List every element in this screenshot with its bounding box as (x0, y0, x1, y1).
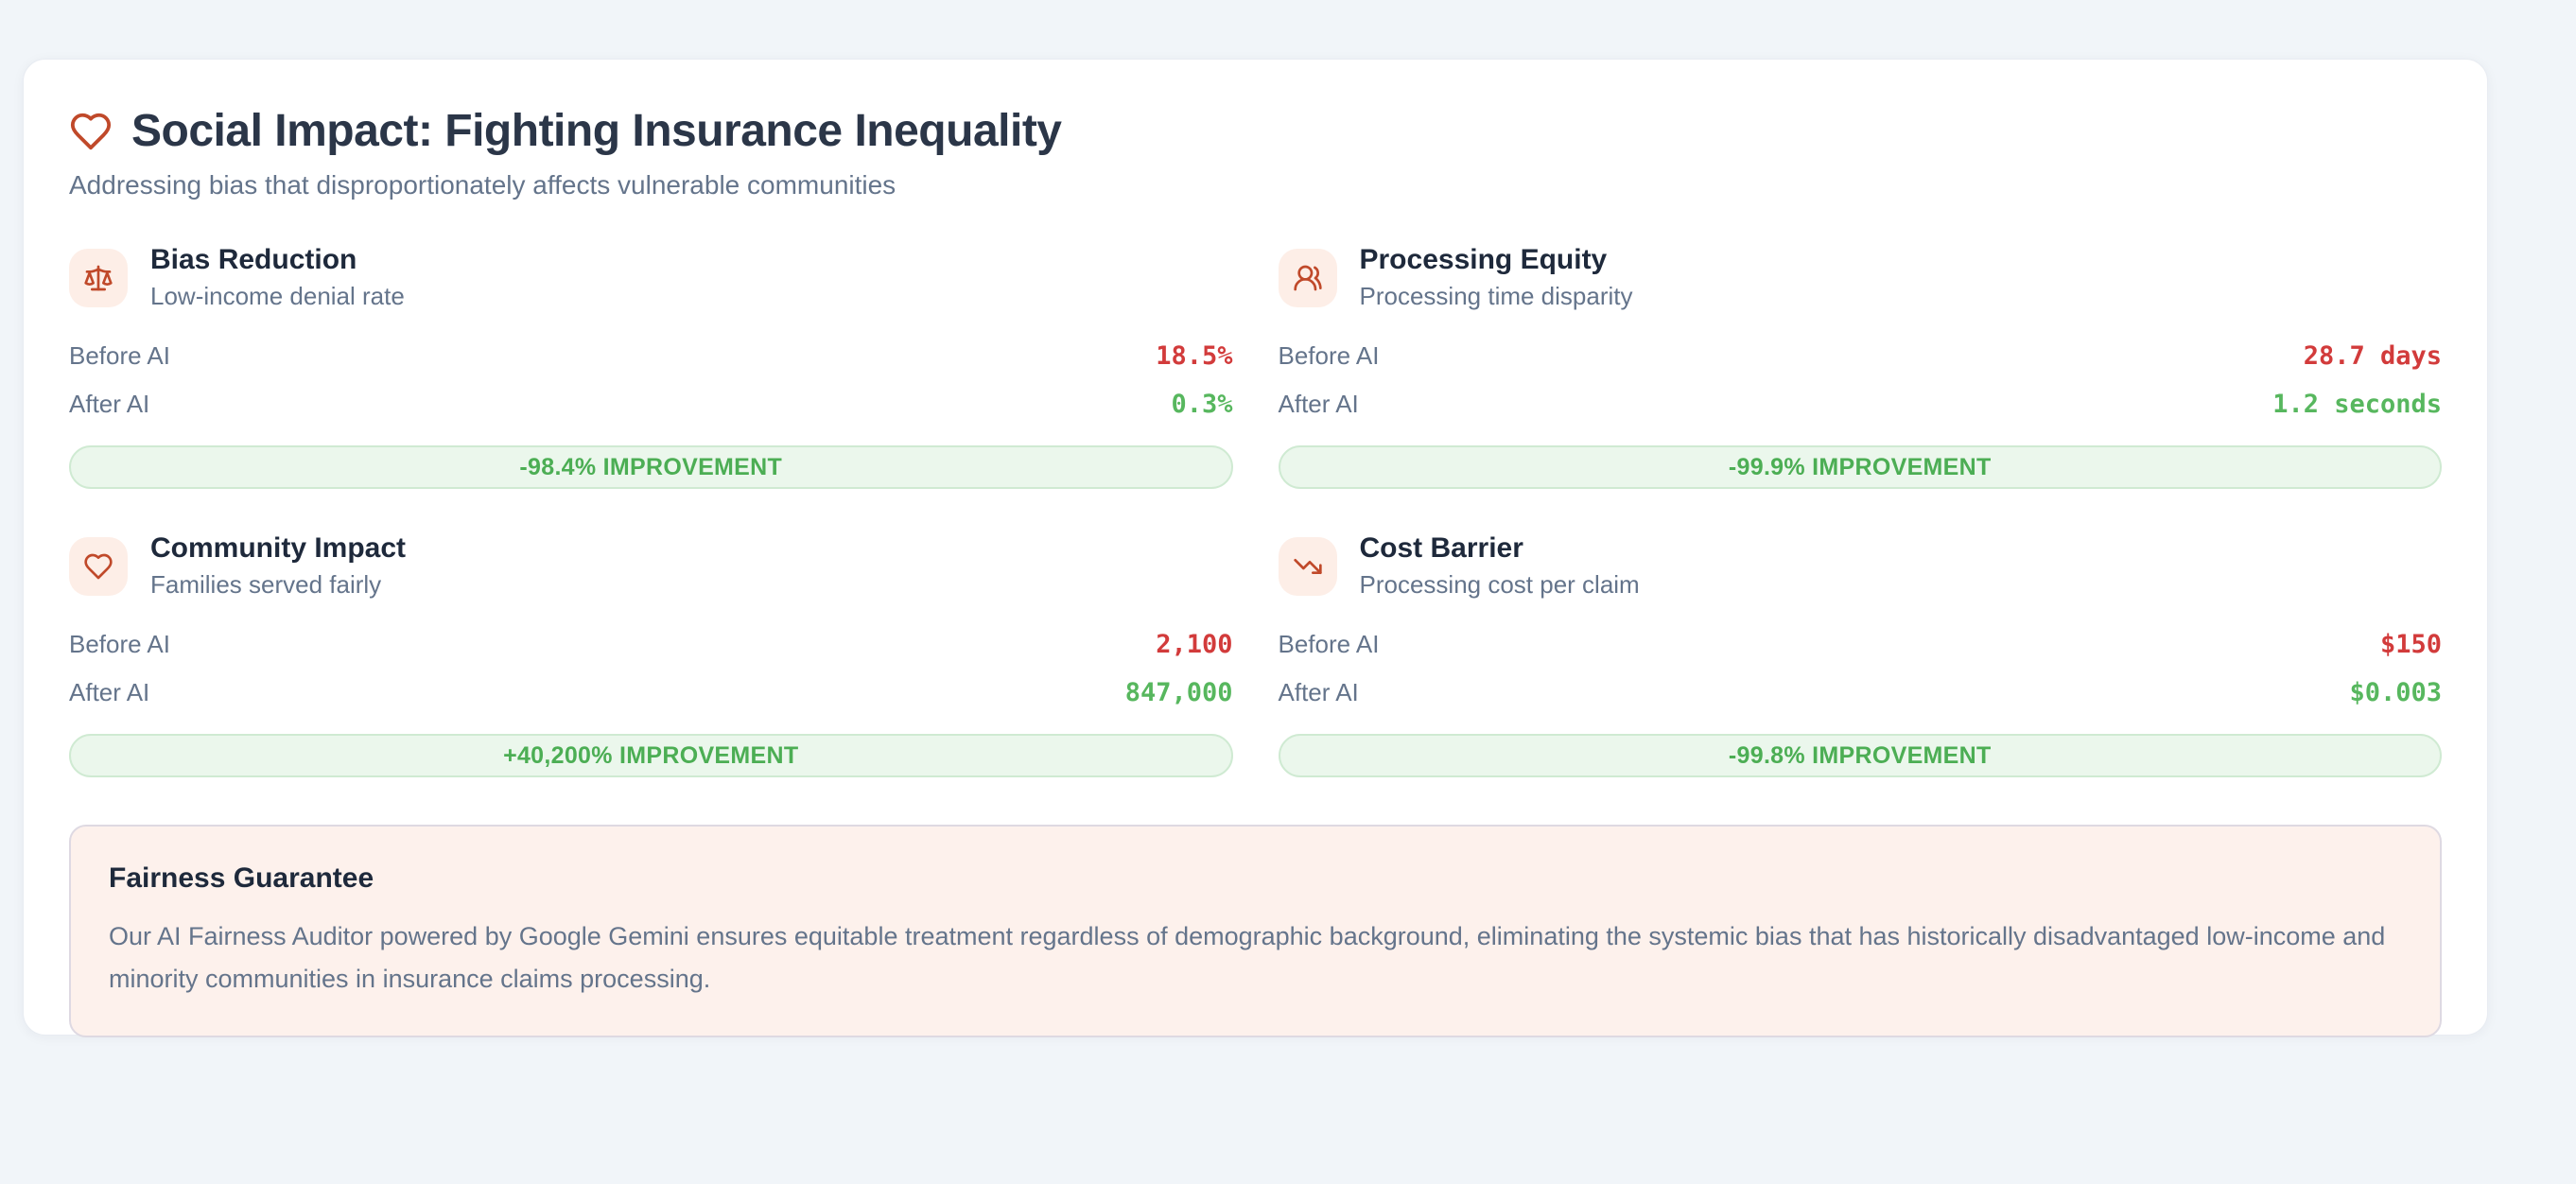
metric-title: Bias Reduction (150, 244, 357, 275)
improvement-badge: +40,200% IMPROVEMENT (69, 734, 1233, 777)
before-value: 2,100 (1156, 630, 1233, 659)
before-label: Before AI (69, 341, 170, 370)
after-label: After AI (69, 678, 150, 706)
after-label: After AI (69, 390, 150, 418)
social-impact-card: Social Impact: Fighting Insurance Inequa… (23, 59, 2488, 1038)
metric-subtitle: Families served fairly (150, 570, 382, 599)
metric-title: Community Impact (150, 532, 407, 564)
before-row: Before AI 18.5% (69, 341, 1233, 371)
metric-title: Processing Equity (1359, 244, 1608, 275)
metric-subtitle: Processing cost per claim (1359, 570, 1640, 599)
after-label: After AI (1278, 390, 1359, 418)
before-label: Before AI (69, 630, 170, 658)
heart-icon (69, 536, 128, 596)
metric-processing-equity: Processing Equity Processing time dispar… (1278, 244, 2443, 489)
improvement-badge: -98.4% IMPROVEMENT (69, 445, 1233, 489)
after-value: 0.3% (1171, 390, 1233, 419)
metric-header: Cost Barrier Processing cost per claim (1278, 532, 2443, 600)
before-value: 28.7 days (2303, 341, 2442, 371)
metrics-grid: Bias Reduction Low-income denial rate Be… (69, 244, 2442, 777)
metric-community-impact: Community Impact Families served fairly … (69, 532, 1233, 777)
metric-cost-barrier: Cost Barrier Processing cost per claim B… (1278, 532, 2443, 777)
before-value: $150 (2379, 630, 2442, 659)
metric-subtitle: Processing time disparity (1359, 282, 1633, 310)
after-value: 847,000 (1124, 678, 1233, 707)
after-value: $0.003 (2349, 678, 2442, 707)
fairness-body: Our AI Fairness Auditor powered by Googl… (109, 922, 2386, 993)
scales-icon (69, 248, 128, 307)
improvement-badge: -99.9% IMPROVEMENT (1278, 445, 2442, 489)
before-value: 18.5% (1156, 341, 1233, 371)
card-header: Social Impact: Fighting Insurance Inequa… (69, 105, 2442, 157)
before-row: Before AI $150 (1279, 630, 2443, 659)
metric-header: Bias Reduction Low-income denial rate (69, 244, 1233, 311)
fairness-guarantee-panel: Fairness Guarantee Our AI Fairness Audit… (69, 825, 2442, 1038)
before-label: Before AI (1278, 341, 1380, 370)
after-row: After AI 1.2 seconds (1279, 390, 2443, 419)
before-label: Before AI (1278, 630, 1380, 658)
page-subtitle: Addressing bias that disproportionately … (69, 170, 896, 200)
metric-header: Processing Equity Processing time dispar… (1278, 244, 2443, 311)
fairness-title: Fairness Guarantee (109, 862, 374, 894)
improvement-badge: -99.8% IMPROVEMENT (1278, 734, 2442, 777)
metric-title: Cost Barrier (1359, 532, 1523, 564)
metric-subtitle: Low-income denial rate (150, 282, 405, 310)
before-row: Before AI 28.7 days (1279, 341, 2443, 371)
after-row: After AI $0.003 (1279, 678, 2443, 707)
after-label: After AI (1278, 678, 1359, 706)
trending-down-icon (1278, 536, 1337, 596)
page-title: Social Impact: Fighting Insurance Inequa… (131, 106, 1062, 156)
after-row: After AI 847,000 (69, 678, 1233, 707)
after-value: 1.2 seconds (2272, 390, 2442, 419)
metric-bias-reduction: Bias Reduction Low-income denial rate Be… (69, 244, 1233, 489)
before-row: Before AI 2,100 (69, 630, 1233, 659)
heart-icon (70, 113, 112, 149)
metric-header: Community Impact Families served fairly (69, 532, 1233, 600)
users-icon (1278, 248, 1337, 307)
after-row: After AI 0.3% (69, 390, 1233, 419)
